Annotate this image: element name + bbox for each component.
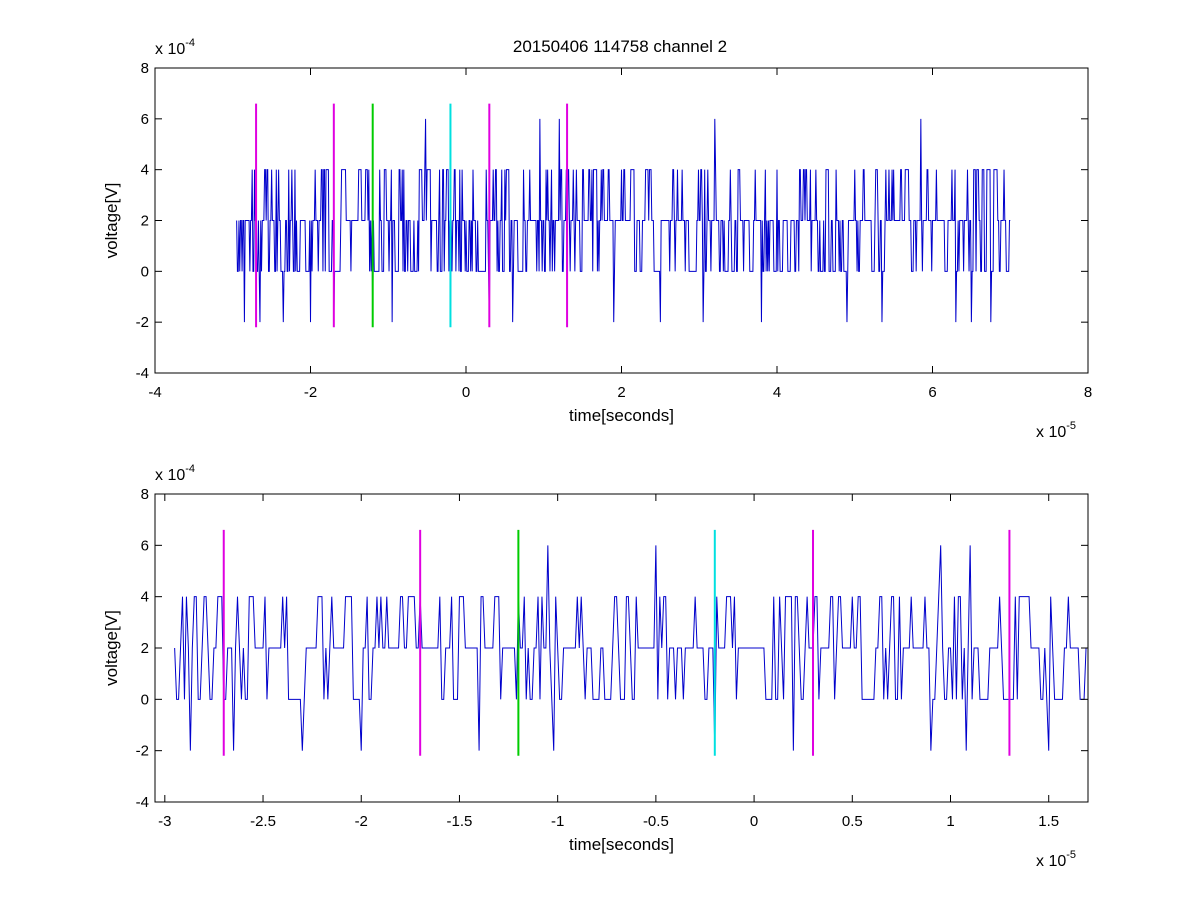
bottom-plot: -3 -2.5 -2 -1.5 -1 -0.5 0 0.5 1 1.5 -4 -2 0 2 4 6 8 time[…: [102, 463, 1089, 870]
figure-title: 20150406 114758 channel 2: [513, 37, 727, 56]
x-tick-label: -1.5: [447, 813, 473, 830]
x-tick-label: -2.5: [250, 813, 276, 830]
x-tick-label: 1: [946, 813, 954, 830]
x-tick-label: -3: [158, 813, 171, 830]
y-tick-label: 0: [141, 691, 149, 708]
x-tick-label: 0: [750, 813, 758, 830]
x-multiplier-label: x 10-5: [1036, 849, 1076, 870]
x-tick-label: 0.5: [842, 813, 863, 830]
y-tick-label: 6: [141, 537, 149, 554]
y-tick-label: 4: [141, 162, 149, 179]
x-multiplier-label: x 10-5: [1036, 420, 1076, 441]
y-tick-label: -4: [136, 794, 149, 811]
x-tick-label: 0: [462, 384, 470, 401]
x-tick-label: -2: [304, 384, 317, 401]
y-tick-label: -2: [136, 743, 149, 760]
y-multiplier-label: x 10-4: [155, 37, 195, 58]
y-tick-label: 6: [141, 111, 149, 128]
x-tick-label: 2: [617, 384, 625, 401]
y-tick-label: -4: [136, 365, 149, 382]
y-tick-label: -2: [136, 314, 149, 331]
signal-trace: [236, 118, 1011, 323]
y-multiplier-exponent: -4: [185, 463, 195, 475]
x-tick-label: 1.5: [1038, 813, 1059, 830]
x-tick-label: 6: [928, 384, 936, 401]
top-plot: -4 -2 0 2 4 6 8 -4 -2 0 2 4 6 8 time[seconds] voltage[V…: [102, 37, 1092, 441]
x-tick-label: 4: [773, 384, 781, 401]
y-tick-label: 8: [141, 486, 149, 503]
x-tick-label: -4: [148, 384, 161, 401]
y-tick-label: 2: [141, 640, 149, 657]
y-tick-label: 4: [141, 589, 149, 606]
x-multiplier-exponent: -5: [1066, 849, 1076, 861]
x-tick-label: -1: [551, 813, 564, 830]
signal-trace: [174, 545, 1088, 751]
x-multiplier-exponent: -5: [1066, 420, 1076, 432]
x-axis-label: time[seconds]: [569, 406, 674, 425]
y-multiplier-exponent: -4: [185, 37, 195, 49]
y-multiplier-label: x 10-4: [155, 463, 195, 484]
y-axis-label: voltage[V]: [102, 183, 121, 259]
y-tick-label: 2: [141, 213, 149, 230]
y-tick-label: 0: [141, 263, 149, 280]
x-tick-label: -0.5: [643, 813, 669, 830]
x-tick-label: 8: [1084, 384, 1092, 401]
x-axis-label: time[seconds]: [569, 835, 674, 854]
y-tick-label: 8: [141, 60, 149, 77]
x-tick-label: -2: [355, 813, 368, 830]
y-axis-label: voltage[V]: [102, 610, 121, 686]
